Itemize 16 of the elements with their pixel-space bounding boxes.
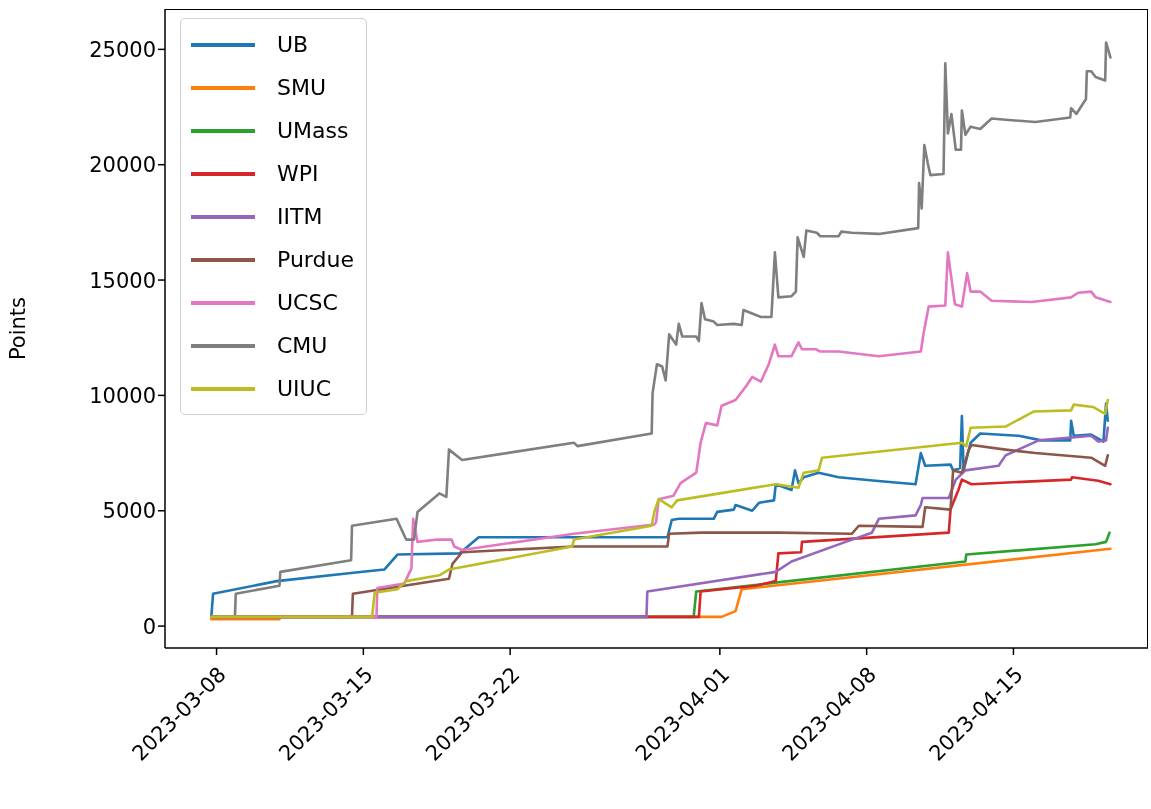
- legend-label: IITM: [277, 204, 323, 229]
- legend-label: WPI: [277, 161, 319, 186]
- y-tick-label: 0: [142, 614, 156, 639]
- y-tick-label: 25000: [89, 37, 156, 62]
- legend-label: UMass: [277, 118, 349, 143]
- y-axis-title: Points: [6, 296, 31, 361]
- y-tick-label: 15000: [89, 268, 156, 293]
- y-tick-label: 10000: [89, 383, 156, 408]
- y-tick-label: 5000: [102, 499, 156, 524]
- y-tick-label: 20000: [89, 153, 156, 178]
- legend-label: UIUC: [277, 376, 332, 401]
- legend-label: SMU: [277, 75, 327, 100]
- legend-label: UCSC: [277, 290, 338, 315]
- legend-label: Purdue: [277, 247, 354, 272]
- legend-label: UB: [277, 32, 309, 57]
- legend-label: CMU: [277, 333, 328, 358]
